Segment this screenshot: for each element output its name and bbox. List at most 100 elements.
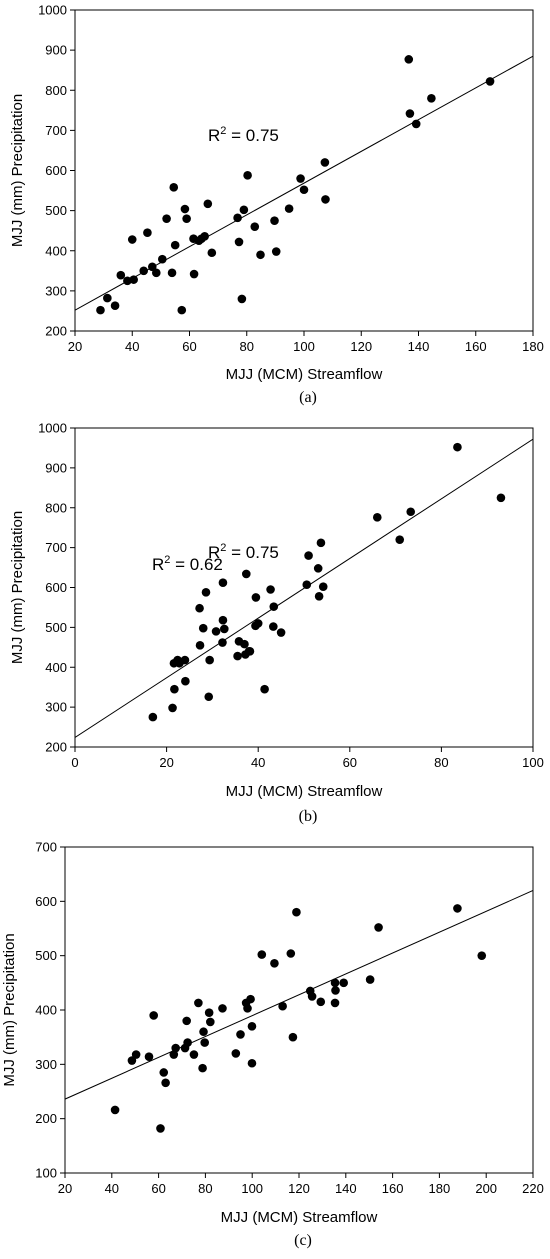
y-tick-label: 500 <box>35 948 57 963</box>
data-point <box>169 183 179 192</box>
data-point <box>269 622 278 631</box>
data-point <box>270 216 279 225</box>
data-point <box>374 923 383 932</box>
data-point <box>231 1049 241 1058</box>
x-tick-label: 160 <box>382 1181 404 1196</box>
data-point <box>199 1027 208 1037</box>
data-point <box>331 986 340 995</box>
data-point <box>288 1032 298 1042</box>
data-point <box>339 978 348 988</box>
data-point <box>127 235 137 244</box>
chart-panel-2: 0 20 40 60 80 100 200 300 400 500 600 700 800 900 1000… <box>9 421 544 826</box>
y-axis-title: MJJ (mm) Precipitation <box>1 933 18 1086</box>
data-point <box>304 551 313 560</box>
data-point <box>182 1016 191 1026</box>
data-point <box>195 603 204 613</box>
data-point <box>195 641 205 650</box>
data-point <box>180 655 190 665</box>
x-tick-label: 160 <box>465 339 487 354</box>
x-tick-label: 20 <box>58 1181 72 1196</box>
data-point <box>171 1043 180 1053</box>
data-point <box>218 1004 227 1013</box>
data-point <box>170 684 179 694</box>
data-point <box>240 639 249 649</box>
x-tick-label: 60 <box>151 1181 165 1196</box>
data-point <box>204 1008 214 1018</box>
x-tick-label: 100 <box>522 755 544 770</box>
x-tick-label: 60 <box>182 339 196 354</box>
r-squared-superscript: 2 <box>220 542 226 554</box>
data-point <box>266 585 275 594</box>
r-squared-symbol: R <box>152 555 164 574</box>
x-tick-label: 180 <box>522 339 544 354</box>
data-point <box>218 638 227 647</box>
data-point <box>243 1004 252 1013</box>
data-point <box>177 305 187 315</box>
data-point <box>204 692 214 702</box>
x-tick-label: 80 <box>240 339 254 354</box>
data-point <box>194 998 203 1008</box>
y-tick-label: 200 <box>35 1111 57 1126</box>
y-tick-label: 900 <box>45 43 67 58</box>
trend-line <box>65 890 533 1100</box>
data-point <box>127 1056 137 1065</box>
data-point <box>220 624 229 634</box>
data-point <box>307 992 317 1001</box>
data-point <box>233 651 242 661</box>
x-tick-label: 140 <box>335 1181 357 1196</box>
data-point <box>253 619 263 628</box>
x-tick-label: 40 <box>125 339 139 354</box>
data-point <box>318 582 328 592</box>
data-point <box>206 1017 215 1027</box>
data-point <box>168 703 177 713</box>
x-tick-label: 60 <box>343 755 357 770</box>
plot-frame <box>64 846 534 1174</box>
data-point <box>404 55 414 64</box>
r-squared-symbol: R <box>208 543 220 562</box>
y-axis-title: MJJ (mm) Precipitation <box>9 94 26 247</box>
data-point <box>96 305 105 315</box>
y-tick-label: 800 <box>45 83 67 98</box>
data-point <box>365 975 375 984</box>
x-axis-title: MJJ (MCM) Streamflow <box>221 1209 378 1226</box>
data-point <box>321 195 330 204</box>
y-tick-label: 500 <box>45 620 67 635</box>
x-tick-label: 40 <box>105 1181 119 1196</box>
panel-label: (a) <box>299 389 317 406</box>
data-point <box>286 949 296 958</box>
data-point <box>330 998 340 1008</box>
x-tick-label: 80 <box>198 1181 212 1196</box>
y-tick-label: 700 <box>45 123 67 138</box>
data-point <box>485 77 495 86</box>
r-squared-value: = 0.62 <box>170 555 222 574</box>
data-point <box>247 1058 257 1068</box>
r-squared-annotation: R2 = 0.75 <box>208 125 279 145</box>
data-point <box>241 569 251 579</box>
data-point <box>110 301 120 311</box>
data-point <box>302 580 312 590</box>
data-point <box>284 204 294 213</box>
data-point <box>167 268 177 278</box>
panel-label: (b) <box>299 808 318 825</box>
x-tick-label: 100 <box>293 339 315 354</box>
data-point <box>189 269 199 279</box>
y-tick-label: 200 <box>45 740 67 755</box>
r-squared-annotation: R2 = 0.62 <box>152 554 223 574</box>
y-tick-label: 300 <box>45 700 67 715</box>
data-point <box>103 293 112 303</box>
chart-panel-1: 20 40 60 80 100 120 140 160 180 200 300 400 500 600 70… <box>9 3 544 407</box>
y-tick-label: 400 <box>45 243 67 258</box>
x-tick-label: 100 <box>241 1181 263 1196</box>
data-point <box>207 248 217 258</box>
data-point <box>170 240 180 250</box>
data-point <box>159 1068 169 1077</box>
data-point <box>257 950 267 959</box>
data-point <box>116 270 126 280</box>
r-squared-value: = 0.75 <box>226 543 278 562</box>
data-point <box>110 1105 120 1115</box>
data-point <box>180 204 190 214</box>
x-tick-label: 20 <box>159 755 173 770</box>
data-point <box>200 1038 209 1047</box>
data-point <box>198 1063 207 1073</box>
data-point <box>246 994 255 1004</box>
